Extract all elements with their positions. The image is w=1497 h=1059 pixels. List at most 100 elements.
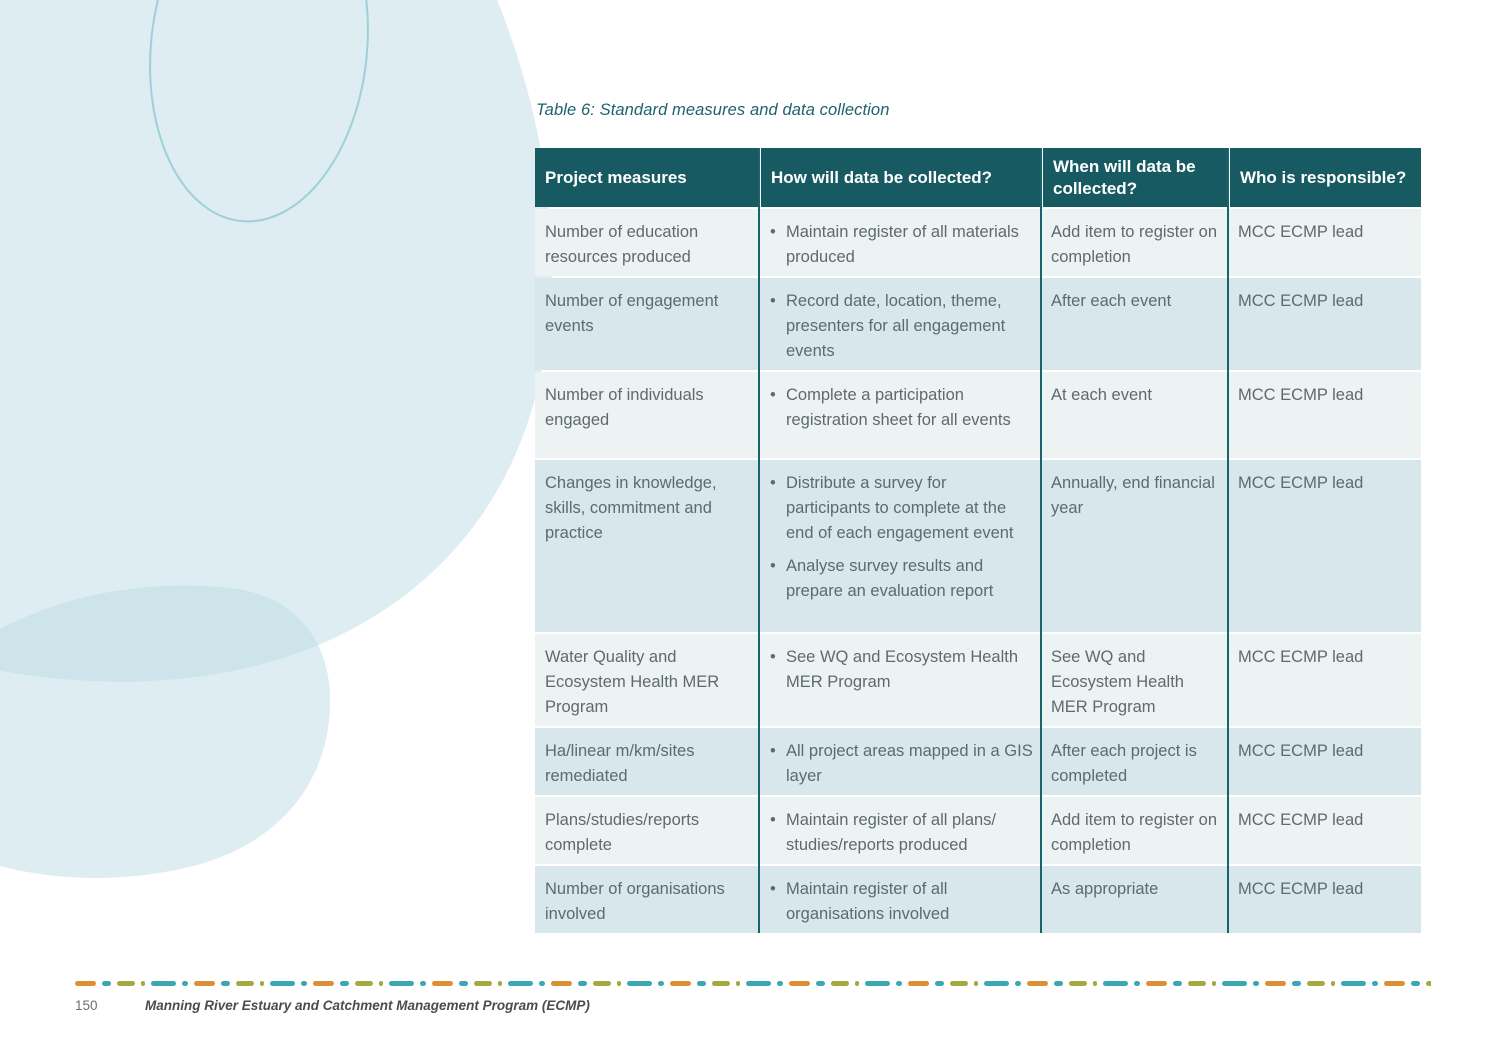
divider-dash bbox=[141, 981, 145, 986]
divider-dash bbox=[1069, 981, 1087, 986]
table-row: Number of engagement events Record date,… bbox=[535, 278, 1421, 370]
bullet-list: Maintain register of all materials produ… bbox=[769, 220, 1033, 270]
cell-how-collected: Record date, location, theme, presenters… bbox=[759, 278, 1041, 370]
divider-dash bbox=[984, 981, 1009, 986]
bullet-item: Maintain register of all plans/ studies/… bbox=[769, 808, 1033, 858]
column-header-project-measures: Project measures bbox=[545, 167, 687, 187]
cell-how-collected: Maintain register of all plans/ studies/… bbox=[759, 797, 1041, 864]
cell-project-measure: Number of organisations involved bbox=[545, 880, 725, 923]
divider-dash bbox=[746, 981, 771, 986]
divider-dash bbox=[498, 981, 502, 986]
cell-project-measure: Number of education resources produced bbox=[545, 223, 699, 266]
cell-project-measure: Changes in knowledge, skills, commitment… bbox=[545, 474, 717, 542]
divider-dash bbox=[658, 981, 664, 986]
table-row: Changes in knowledge, skills, commitment… bbox=[535, 460, 1421, 632]
bullet-item: Maintain register of all materials produ… bbox=[769, 220, 1033, 270]
cell-who-responsible: MCC ECMP lead bbox=[1238, 474, 1364, 492]
cell-when-collected: At each event bbox=[1051, 386, 1152, 404]
divider-dash bbox=[432, 981, 453, 986]
divider-dash bbox=[221, 981, 230, 986]
divider-dash bbox=[1372, 981, 1378, 986]
cell-who-responsible: MCC ECMP lead bbox=[1238, 742, 1364, 760]
cell-project-measure: Number of individuals engaged bbox=[545, 386, 704, 429]
bullet-list: Maintain register of all plans/ studies/… bbox=[769, 808, 1033, 858]
column-header-who-responsible: Who is responsible? bbox=[1228, 148, 1421, 207]
cell-project-measure: Ha/linear m/km/sites remediated bbox=[545, 742, 695, 785]
divider-dash bbox=[777, 981, 783, 986]
table-row: Plans/studies/reports complete Maintain … bbox=[535, 797, 1421, 864]
divider-dash bbox=[1253, 981, 1259, 986]
measures-table: Project measures How will data be collec… bbox=[535, 148, 1421, 935]
column-divider bbox=[1040, 148, 1042, 933]
divider-dash bbox=[1384, 981, 1405, 986]
divider-dash bbox=[950, 981, 968, 986]
divider-dash bbox=[301, 981, 307, 986]
cell-when-collected: Annually, end financial year bbox=[1051, 474, 1215, 517]
divider-dash bbox=[102, 981, 111, 986]
divider-dash bbox=[831, 981, 849, 986]
divider-dash bbox=[260, 981, 264, 986]
cell-how-collected: Maintain register of all materials produ… bbox=[759, 209, 1041, 276]
bullet-list: Distribute a survey for participants to … bbox=[769, 471, 1033, 604]
cell-when-collected: Add item to register on completion bbox=[1051, 811, 1217, 854]
blob-bottom-left bbox=[0, 585, 331, 878]
cell-how-collected: Maintain register of all organisations i… bbox=[759, 866, 1041, 933]
table-header-row: Project measures How will data be collec… bbox=[535, 148, 1421, 207]
divider-dash bbox=[670, 981, 691, 986]
table-caption: Table 6: Standard measures and data coll… bbox=[536, 101, 890, 119]
bullet-item: Record date, location, theme, presenters… bbox=[769, 289, 1033, 364]
divider-dash bbox=[697, 981, 706, 986]
table-row: Number of education resources produced M… bbox=[535, 209, 1421, 276]
bullet-list: All project areas mapped in a GIS layer bbox=[769, 739, 1033, 789]
divider-dash bbox=[896, 981, 902, 986]
divider-dash bbox=[389, 981, 414, 986]
bullet-item: All project areas mapped in a GIS layer bbox=[769, 739, 1033, 789]
column-divider bbox=[1227, 148, 1229, 933]
cell-when-collected: Add item to register on completion bbox=[1051, 223, 1217, 266]
page-number: 150 bbox=[75, 998, 98, 1013]
divider-dash bbox=[236, 981, 254, 986]
cell-how-collected: Distribute a survey for participants to … bbox=[759, 460, 1041, 632]
divider-dash bbox=[75, 981, 96, 986]
divider-dash bbox=[355, 981, 373, 986]
bullet-list: Complete a participation registration sh… bbox=[769, 383, 1033, 433]
bullet-list: Maintain register of all organisations i… bbox=[769, 877, 1033, 927]
divider-dash bbox=[1331, 981, 1335, 986]
table-row: Ha/linear m/km/sites remediated All proj… bbox=[535, 728, 1421, 795]
table-row: Water Quality and Ecosystem Health MER P… bbox=[535, 634, 1421, 726]
divider-dash bbox=[459, 981, 468, 986]
divider-dash bbox=[474, 981, 492, 986]
cell-who-responsible: MCC ECMP lead bbox=[1238, 292, 1364, 310]
bullet-item: See WQ and Ecosystem Health MER Program bbox=[769, 645, 1033, 695]
divider-dash bbox=[151, 981, 176, 986]
divider-dash bbox=[736, 981, 740, 986]
divider-dash bbox=[379, 981, 383, 986]
cell-project-measure: Number of engagement events bbox=[545, 292, 719, 335]
cell-who-responsible: MCC ECMP lead bbox=[1238, 223, 1364, 241]
divider-dash bbox=[1222, 981, 1247, 986]
divider-dash bbox=[712, 981, 730, 986]
divider-dash bbox=[1027, 981, 1048, 986]
divider-dash bbox=[551, 981, 572, 986]
column-header-when-collected: When will data be collected? bbox=[1041, 148, 1228, 207]
divider-dash bbox=[908, 981, 929, 986]
cell-project-measure: Plans/studies/reports complete bbox=[545, 811, 700, 854]
cell-who-responsible: MCC ECMP lead bbox=[1238, 386, 1364, 404]
cell-how-collected: All project areas mapped in a GIS layer bbox=[759, 728, 1041, 795]
divider-dash bbox=[974, 981, 978, 986]
divider-dash bbox=[1265, 981, 1286, 986]
divider-dash bbox=[1146, 981, 1167, 986]
bullet-item: Analyse survey results and prepare an ev… bbox=[769, 554, 1033, 604]
bullet-item: Complete a participation registration sh… bbox=[769, 383, 1033, 433]
divider-dash bbox=[1103, 981, 1128, 986]
divider-dash bbox=[182, 981, 188, 986]
blob-top-left bbox=[0, 0, 552, 682]
cell-project-measure: Water Quality and Ecosystem Health MER P… bbox=[545, 648, 720, 716]
divider-dash bbox=[194, 981, 215, 986]
divider-dash bbox=[789, 981, 810, 986]
divider-dash bbox=[420, 981, 426, 986]
divider-dash bbox=[1341, 981, 1366, 986]
bullet-list: See WQ and Ecosystem Health MER Program bbox=[769, 645, 1033, 695]
divider-dash bbox=[508, 981, 533, 986]
